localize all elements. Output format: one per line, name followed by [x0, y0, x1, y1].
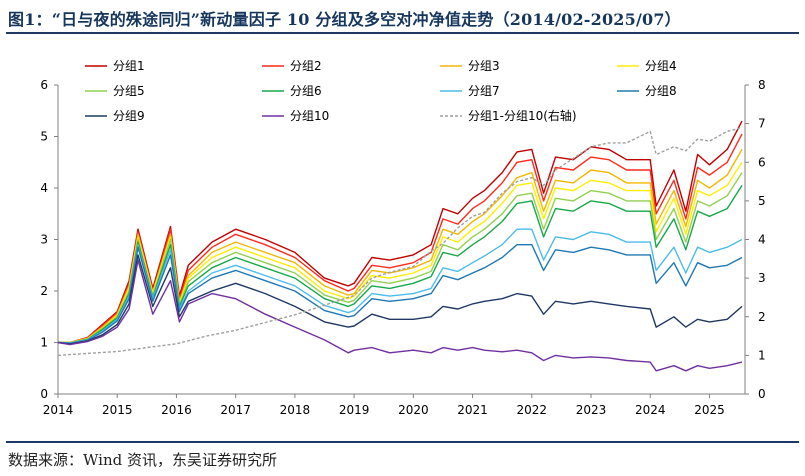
y-right-tick-label: 0: [758, 387, 766, 401]
legend-label-g5: 分组5: [113, 84, 145, 98]
y-right-tick-label: 1: [758, 348, 766, 362]
x-tick-label: 2021: [457, 403, 488, 417]
x-tick-label: 2024: [635, 403, 666, 417]
series-line-g3: [58, 149, 743, 344]
x-tick-label: 2015: [102, 403, 133, 417]
y-left-tick-label: 6: [40, 78, 48, 92]
y-right-tick-label: 5: [758, 194, 766, 208]
legend-label-g10: 分组10: [290, 109, 329, 123]
y-right-tick-label: 6: [758, 155, 766, 169]
legend-label-g8: 分组8: [645, 84, 677, 98]
y-right-tick-label: 3: [758, 271, 766, 285]
legend-label-g9: 分组9: [113, 109, 145, 123]
y-right-tick-label: 2: [758, 310, 766, 324]
legend-label-g4: 分组4: [645, 59, 677, 73]
source-note: 数据来源：Wind 资讯，东吴证券研究所: [8, 451, 277, 469]
x-tick-label: 2018: [280, 403, 311, 417]
series-lines: [57, 120, 743, 372]
y-left-tick-label: 1: [40, 336, 48, 350]
x-tick-label: 2017: [220, 403, 251, 417]
series-line-g4: [58, 161, 743, 344]
y-right-tick-label: 8: [758, 78, 766, 92]
series-line-g8: [57, 244, 743, 345]
chart-title: 图1：“日与夜的殊途同归”新动量因子 10 分组及多空对冲净值走势（2014/0…: [8, 10, 681, 29]
chart-axes: 0 1 2 3 4 5 6 0 1 2 3 4 5 6 7 8 2014 2015 2016 2017 2018 2019…: [40, 78, 765, 417]
x-tick-label: 2020: [398, 403, 429, 417]
y-left-tick-label: 3: [40, 233, 48, 247]
legend: 分组1 分组2 分组3 分组4 分组5 分组6 分组7 分组8 分组9 分组10 分组1-分组10(…: [85, 59, 677, 123]
series-line-g9: [57, 254, 743, 345]
legend-label-g7: 分组7: [468, 84, 500, 98]
y-left-tick-label: 0: [40, 387, 48, 401]
top-divider: [6, 32, 799, 34]
y-left-tick-label: 5: [40, 130, 48, 144]
legend-label-g6: 分组6: [290, 84, 322, 98]
legend-label-g3: 分组3: [468, 59, 500, 73]
y-right-tick-label: 4: [758, 233, 766, 247]
x-tick-label: 2023: [576, 403, 607, 417]
legend-label-g1: 分组1: [113, 59, 145, 73]
x-tick-label: 2025: [694, 403, 725, 417]
legend-label-ls: 分组1-分组10(右轴): [468, 108, 577, 123]
x-tick-label: 2014: [43, 403, 74, 417]
legend-label-g2: 分组2: [290, 59, 322, 73]
bottom-divider: [6, 441, 799, 443]
x-tick-label: 2016: [161, 403, 192, 417]
y-left-tick-label: 4: [40, 181, 48, 195]
series-line-g2: [58, 133, 743, 344]
series-line-g1: [58, 120, 743, 344]
x-tick-label: 2022: [517, 403, 548, 417]
series-line-g10: [57, 259, 743, 372]
y-left-tick-label: 2: [40, 284, 48, 298]
x-tick-label: 2019: [339, 403, 370, 417]
y-right-tick-label: 7: [758, 117, 766, 131]
